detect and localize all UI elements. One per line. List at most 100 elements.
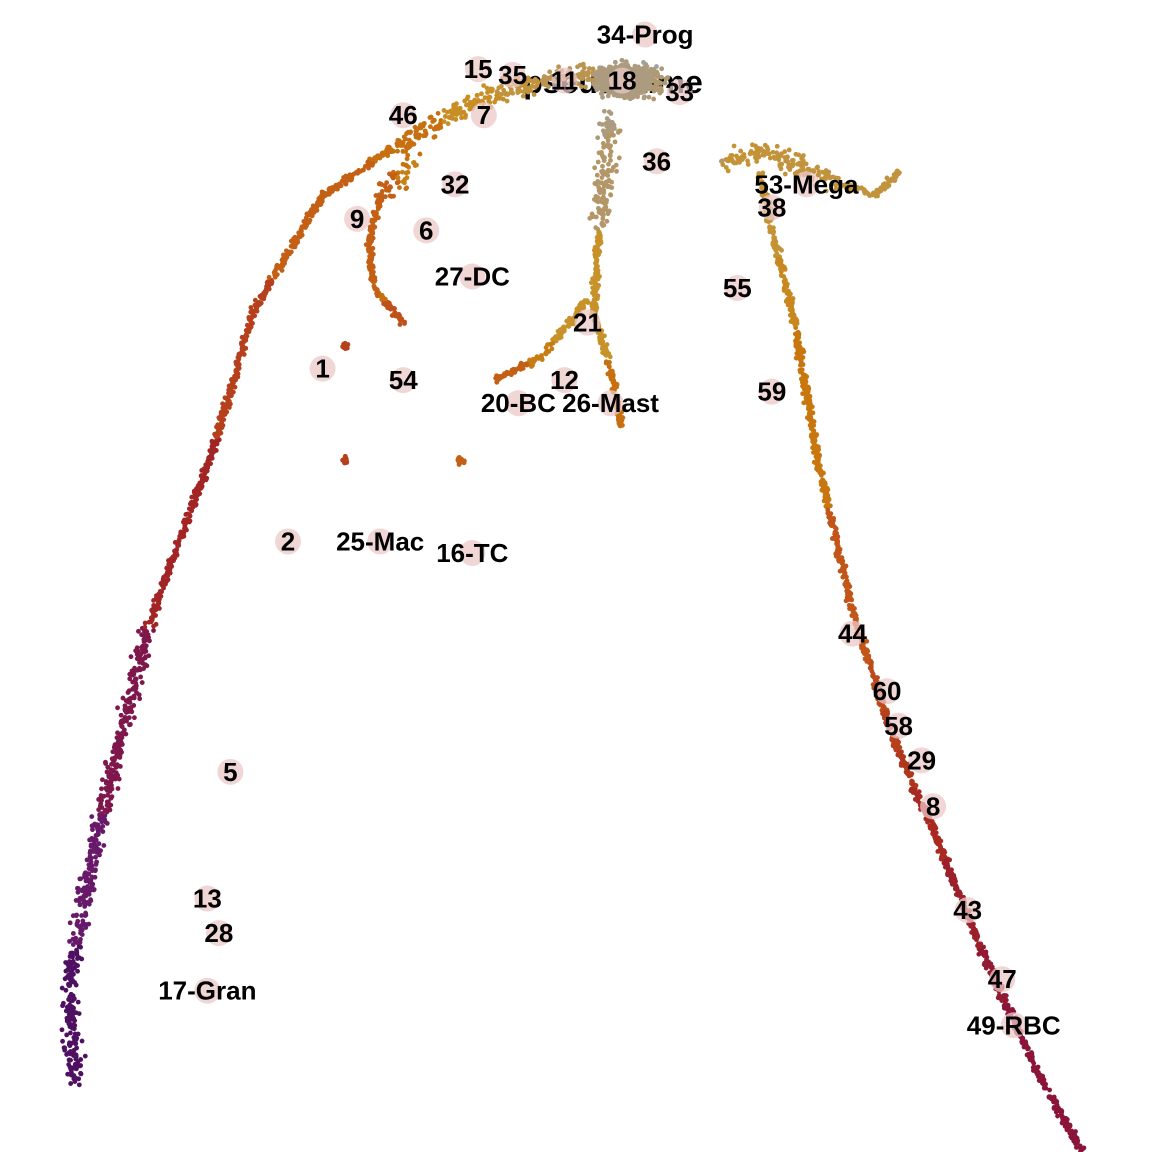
cell-point	[462, 115, 468, 120]
cell-point	[606, 161, 611, 167]
cell-point	[377, 181, 383, 186]
cell-point	[234, 367, 240, 373]
cell-point	[78, 1063, 84, 1068]
cell-point	[457, 105, 463, 111]
cell-point	[431, 134, 437, 140]
cell-point	[288, 249, 294, 255]
cell-point	[883, 710, 889, 715]
cell-point	[731, 143, 737, 149]
cell-point	[894, 168, 900, 174]
cell-point	[592, 181, 598, 186]
cell-point	[860, 642, 866, 648]
cluster-label: 35	[498, 60, 527, 90]
cell-point	[115, 705, 120, 711]
cell-point	[845, 590, 851, 596]
cell-point	[813, 454, 819, 460]
cell-point	[608, 157, 613, 163]
cell-point	[504, 91, 510, 97]
cell-point	[64, 1015, 70, 1021]
cell-point	[837, 185, 843, 191]
cell-point	[122, 703, 128, 709]
cell-point	[767, 224, 772, 230]
cell-point	[733, 160, 739, 165]
cell-point	[119, 731, 125, 736]
cell-point	[90, 827, 95, 833]
cell-point	[388, 194, 394, 199]
cell-point	[527, 86, 532, 92]
cell-point	[590, 290, 595, 296]
cell-point	[75, 918, 81, 924]
cell-point	[81, 898, 87, 904]
cell-point	[274, 272, 280, 278]
cell-point	[435, 110, 441, 116]
cell-point	[408, 142, 414, 148]
cell-point	[367, 260, 373, 266]
cell-point	[70, 954, 75, 960]
cell-point	[187, 513, 193, 519]
cell-point	[815, 467, 821, 473]
cell-point	[75, 956, 80, 961]
cluster-label: 34-Prog	[597, 20, 694, 50]
cluster-label: 58	[884, 711, 913, 741]
cell-point	[935, 835, 941, 841]
cell-point	[745, 158, 751, 164]
cell-point	[913, 783, 919, 788]
cell-point	[68, 998, 74, 1004]
cell-point	[999, 998, 1005, 1004]
cell-point	[73, 1075, 79, 1081]
cell-point	[723, 165, 729, 170]
cell-point	[80, 922, 85, 927]
cell-point	[401, 134, 407, 140]
cell-point	[878, 185, 884, 191]
cell-point	[793, 341, 799, 347]
cell-point	[585, 72, 591, 78]
cell-point	[806, 404, 811, 410]
cell-point	[68, 977, 73, 983]
cell-point	[304, 220, 310, 226]
cell-point	[781, 288, 787, 293]
cell-point	[67, 938, 72, 944]
cell-point	[193, 489, 199, 495]
cell-point	[88, 856, 94, 862]
cell-point	[800, 362, 806, 367]
cell-point	[659, 66, 665, 72]
cell-point	[620, 415, 626, 421]
cell-point	[835, 181, 840, 186]
cell-point	[948, 878, 954, 884]
cell-point	[833, 186, 839, 192]
cell-point	[599, 328, 605, 334]
cell-point	[261, 290, 267, 296]
cell-point	[151, 628, 156, 633]
cluster-label: 26-Mast	[562, 388, 659, 418]
cell-point	[773, 247, 779, 253]
cell-point	[149, 608, 155, 614]
cell-point	[850, 608, 856, 613]
cell-point	[104, 820, 110, 826]
cell-point	[908, 788, 914, 794]
cell-point	[67, 1007, 73, 1013]
cell-point	[796, 352, 802, 358]
cell-point	[939, 853, 945, 859]
cell-point	[807, 411, 813, 417]
cell-point	[943, 857, 949, 863]
cluster-label: 46	[389, 100, 418, 130]
cell-point	[413, 128, 419, 134]
cell-point	[95, 826, 100, 832]
cell-point	[133, 680, 139, 686]
cell-point	[134, 656, 140, 662]
cell-point	[587, 215, 593, 221]
cluster-label: 17-Gran	[158, 976, 256, 1006]
cell-point	[369, 272, 375, 277]
cell-point	[392, 310, 398, 316]
cell-point	[131, 686, 137, 692]
cell-point	[782, 155, 788, 160]
cell-point	[407, 130, 413, 136]
cell-point	[137, 696, 143, 702]
cell-point	[823, 188, 829, 194]
cell-point	[995, 995, 1001, 1001]
cell-point	[820, 169, 825, 175]
cell-point	[550, 340, 556, 346]
cell-point	[534, 354, 540, 360]
cell-point	[1056, 1108, 1062, 1113]
cell-point	[595, 205, 601, 211]
